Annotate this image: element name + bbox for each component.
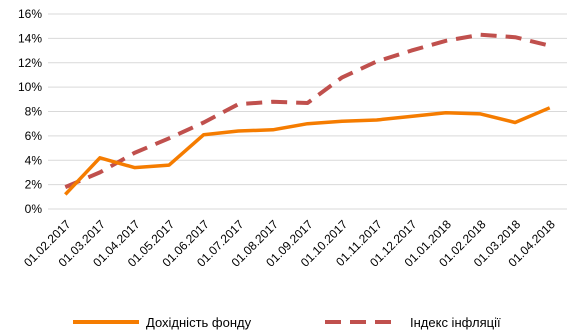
series-lines <box>64 32 551 196</box>
y-tick-label: 8% <box>25 105 43 119</box>
y-tick-label: 2% <box>25 178 43 192</box>
y-tick-label: 16% <box>18 7 42 21</box>
x-axis-ticks: 01.02.201701.03.201701.04.201701.05.2017… <box>21 217 558 270</box>
legend-label-fund-yield: Дохідність фонду <box>146 315 252 330</box>
y-tick-label: 12% <box>18 56 42 70</box>
y-tick-label: 10% <box>18 80 42 94</box>
y-tick-label: 4% <box>25 153 43 167</box>
y-axis-ticks: 0% 2% 4% 6% 8% 10% 12% 14% 16% <box>18 7 42 216</box>
series-line-inflation <box>64 32 551 189</box>
y-tick-label: 0% <box>25 202 43 216</box>
y-tick-label: 14% <box>18 31 42 45</box>
y-tick-label: 6% <box>25 129 43 143</box>
legend-label-inflation: Індекс інфляції <box>410 315 501 330</box>
series-line-fund-yield <box>64 106 551 196</box>
legend: Дохідність фонду Індекс інфляції <box>73 315 501 330</box>
gridlines <box>48 13 567 210</box>
